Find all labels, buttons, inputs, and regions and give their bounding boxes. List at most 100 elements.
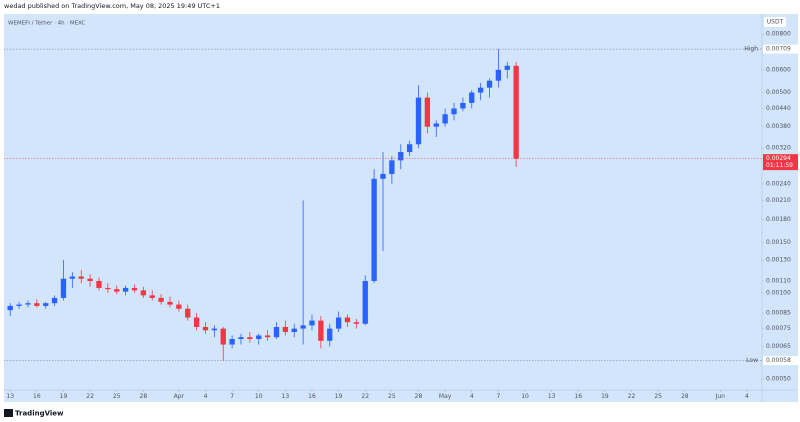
candle-body: [415, 97, 422, 145]
y-tick-label: 0.00100: [766, 289, 791, 296]
x-tick-label: 19: [335, 393, 343, 400]
candle-body: [424, 97, 431, 127]
y-tick-label: 0.00500: [766, 89, 791, 96]
x-tick-label: Apr: [174, 393, 185, 400]
x-tick-label: 25: [654, 393, 662, 400]
candle-body: [327, 328, 333, 341]
candle-body: [229, 339, 235, 345]
price-line-name: Low: [746, 357, 758, 364]
x-tick-label: 19: [60, 393, 68, 400]
candle-body: [202, 326, 209, 331]
candle-body: [51, 297, 58, 304]
x-axis-background: [4, 390, 798, 402]
candle-body: [16, 304, 22, 306]
candle-body: [353, 322, 360, 324]
unit-box: [764, 17, 786, 27]
candle-body: [344, 317, 351, 323]
candle-body: [69, 276, 76, 279]
x-tick-label: 4: [470, 393, 474, 400]
candle-body: [167, 301, 173, 305]
candle-body: [176, 304, 182, 309]
candle-body: [149, 295, 155, 298]
x-tick-label: 28: [140, 393, 148, 400]
x-tick-label: 22: [628, 393, 636, 400]
x-tick-label: 4: [745, 393, 749, 400]
candle-body: [78, 276, 84, 279]
x-tick-label: 4: [204, 393, 208, 400]
candle-body: [122, 287, 129, 292]
x-tick-label: 25: [388, 393, 396, 400]
countdown: 01:11:59: [766, 162, 793, 169]
last-price-label: 0.00294: [766, 155, 791, 162]
symbol-title: WEMEFI / Tether · 4h · MEXC: [8, 21, 85, 27]
y-tick-label: 0.00800: [766, 31, 791, 38]
candle-body: [7, 305, 13, 311]
x-tick-label: 22: [86, 393, 94, 400]
candle-body: [60, 278, 67, 298]
candle-body: [96, 280, 102, 288]
candle-body: [140, 290, 147, 296]
candle-body: [131, 287, 138, 291]
candle-body: [87, 278, 93, 281]
candle-body: [451, 108, 457, 115]
candle-body: [300, 325, 306, 329]
last-price-box: [763, 154, 798, 171]
x-tick-label: 16: [308, 393, 316, 400]
y-tick-label: 0.00320: [766, 145, 791, 152]
candle-body: [469, 92, 475, 103]
y-tick-label: 0.00085: [766, 310, 791, 317]
candle-body: [238, 337, 244, 340]
candle-body: [43, 303, 49, 306]
x-tick-label: 22: [361, 393, 369, 400]
candle-body: [477, 87, 484, 93]
y-tick-label: 0.00440: [766, 105, 791, 112]
y-tick-label: 0.00380: [766, 123, 791, 130]
candle-body: [158, 297, 164, 302]
x-tick-label: 13: [6, 393, 14, 400]
candle-body: [371, 178, 377, 281]
y-tick-label: 0.00110: [766, 277, 791, 284]
logo-icon: [4, 409, 13, 417]
candle-body: [398, 152, 404, 161]
candle-body: [105, 287, 111, 290]
header: wedad published on TradingView.com, May …: [4, 2, 220, 10]
x-tick-label: Jun: [715, 393, 726, 400]
x-tick-label: May: [439, 393, 452, 400]
price-line-label: 0.00709: [766, 46, 791, 53]
candle-body: [185, 308, 191, 318]
candle-body: [406, 144, 413, 153]
candle-body: [389, 160, 395, 174]
y-tick-label: 0.00130: [766, 257, 791, 264]
candle-body: [34, 303, 40, 306]
candle-body: [247, 337, 253, 340]
y-tick-label: 0.00240: [766, 180, 791, 187]
x-tick-label: 7: [230, 393, 234, 400]
candle-body: [211, 328, 218, 331]
candle-body: [318, 320, 324, 341]
candle-body: [442, 114, 448, 124]
x-tick-label: 13: [548, 393, 556, 400]
price-line-name: High: [744, 46, 758, 53]
y-tick-label: 0.00050: [766, 376, 791, 383]
candle-body: [114, 289, 120, 292]
candle-body: [460, 102, 466, 109]
candle-body: [380, 173, 386, 179]
candle-body: [256, 335, 262, 340]
y-tick-label: 0.00180: [766, 216, 791, 223]
y-tick-label: 0.00065: [766, 343, 791, 350]
x-tick-label: 10: [255, 393, 263, 400]
price-line-box: [763, 44, 798, 54]
candle-body: [282, 326, 289, 332]
candle-body: [25, 303, 31, 305]
candle-body: [309, 320, 315, 326]
x-tick-label: 16: [33, 393, 41, 400]
y-tick-label: 0.00600: [766, 66, 791, 73]
footer-logo: TradingView: [15, 410, 64, 418]
y-tick-label: 0.00150: [766, 239, 791, 246]
x-tick-label: 25: [113, 393, 121, 400]
candle-body: [193, 317, 200, 327]
candle-body: [220, 328, 226, 345]
y-tick-label: 0.00210: [766, 197, 791, 204]
y-tick-label: 0.00075: [766, 325, 791, 332]
x-tick-label: 16: [574, 393, 582, 400]
